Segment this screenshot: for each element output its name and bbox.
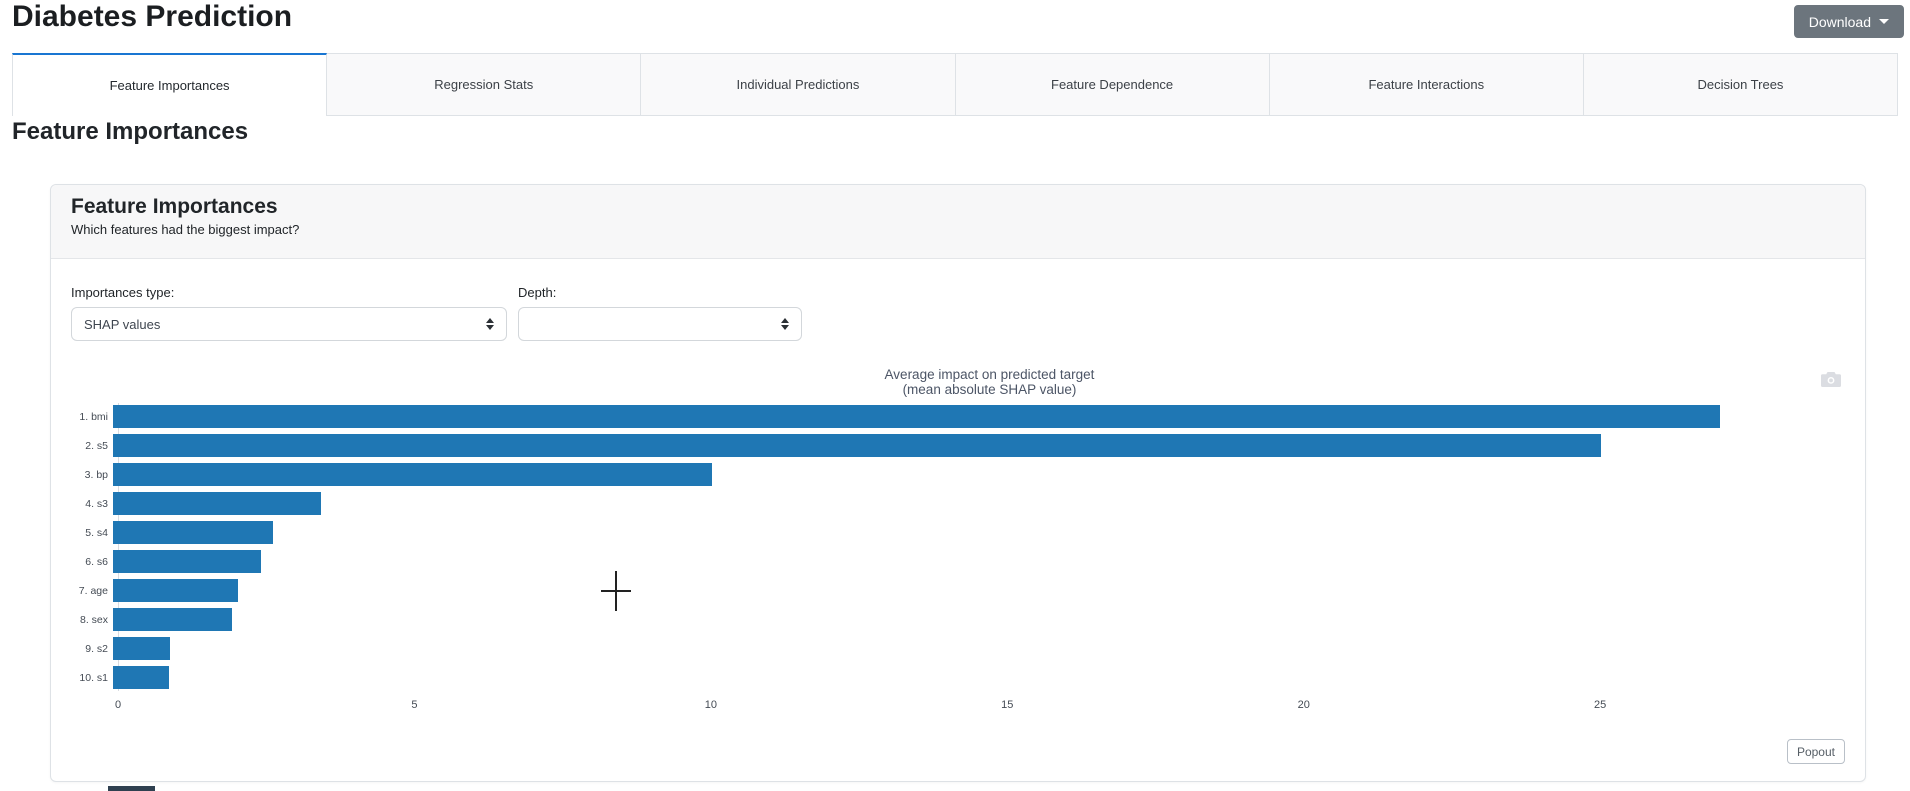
x-axis-tick-label: 25 xyxy=(1594,699,1607,711)
bar[interactable] xyxy=(113,608,232,631)
bar-track xyxy=(113,405,1856,428)
bar-track xyxy=(113,550,1856,573)
y-axis-label: 3. bp xyxy=(84,468,108,481)
x-axis-tick-label: 15 xyxy=(1001,699,1014,711)
importances-type-value: SHAP values xyxy=(84,316,161,332)
chart-title-line2: (mean absolute SHAP value) xyxy=(902,382,1077,397)
bar-track xyxy=(113,637,1856,660)
feature-importances-card: Feature Importances Which features had t… xyxy=(50,184,1866,782)
camera-icon[interactable] xyxy=(1821,372,1841,392)
y-axis-label: 7. age xyxy=(78,584,108,597)
up-down-arrows-icon xyxy=(781,318,789,330)
y-axis-zeroline xyxy=(118,403,119,691)
y-axis-label: 6. s6 xyxy=(85,555,108,568)
bar-track xyxy=(113,492,1856,515)
bar-row: 2. s5 xyxy=(51,434,1865,457)
bar[interactable] xyxy=(113,666,170,689)
bar-row: 5. s4 xyxy=(51,521,1865,544)
bar-track xyxy=(113,608,1856,631)
bar[interactable] xyxy=(113,637,170,660)
tab-decision-trees[interactable]: Decision Trees xyxy=(1583,53,1899,116)
download-button[interactable]: Download xyxy=(1793,5,1904,38)
bar[interactable] xyxy=(113,463,712,486)
partially-visible-element xyxy=(108,786,155,791)
bar-row: 10. s1 xyxy=(51,666,1865,689)
y-axis-label: 4. s3 xyxy=(85,497,108,510)
up-down-arrows-icon xyxy=(486,318,494,330)
bar[interactable] xyxy=(113,434,1602,457)
chart-title: Average impact on predicted target (mean… xyxy=(118,367,1861,397)
tab-feature-dependence[interactable]: Feature Dependence xyxy=(955,53,1270,116)
bar[interactable] xyxy=(113,550,262,573)
download-button-label: Download xyxy=(1808,13,1871,30)
tab-individual-predictions[interactable]: Individual Predictions xyxy=(641,53,956,116)
x-axis-tick-label: 20 xyxy=(1297,699,1310,711)
caret-down-icon xyxy=(1879,19,1889,24)
bar-row: 3. bp xyxy=(51,463,1865,486)
shap-importance-chart: Average impact on predicted target (mean… xyxy=(51,355,1865,725)
page-title: Diabetes Prediction xyxy=(12,0,293,33)
y-axis-label: 1. bmi xyxy=(79,410,108,423)
tab-regression-stats[interactable]: Regression Stats xyxy=(327,53,642,116)
x-axis-tick-label: 0 xyxy=(114,699,122,711)
importances-type-select[interactable]: SHAP values xyxy=(71,307,507,341)
y-axis-label: 8. sex xyxy=(79,613,108,626)
bar-row: 1. bmi xyxy=(51,405,1865,428)
bar[interactable] xyxy=(113,492,321,515)
bar-track xyxy=(113,434,1856,457)
bar[interactable] xyxy=(113,579,238,602)
depth-label: Depth: xyxy=(518,285,557,300)
chart-title-line1: Average impact on predicted target xyxy=(884,367,1095,382)
bar-row: 9. s2 xyxy=(51,637,1865,660)
y-axis-label: 10. s1 xyxy=(79,671,108,684)
y-axis-label: 9. s2 xyxy=(85,642,108,655)
bar[interactable] xyxy=(113,405,1720,428)
tab-feature-interactions[interactable]: Feature Interactions xyxy=(1269,53,1584,116)
x-axis-ticks: 0 5 10 15 20 25 xyxy=(114,699,1861,715)
bar-track xyxy=(113,521,1856,544)
section-heading: Feature Importances xyxy=(12,118,249,145)
chart-bars: 1. bmi 2. s5 3. bp 4. s3 5. s4 6. s6 7. age 8. … xyxy=(51,405,1865,695)
bar-row: 4. s3 xyxy=(51,492,1865,515)
tab-bar: Feature Importances Regression Stats Ind… xyxy=(12,53,1899,116)
y-axis-label: 5. s4 xyxy=(85,526,108,539)
bar-track xyxy=(113,463,1856,486)
bar-track xyxy=(113,666,1856,689)
y-axis-label: 2. s5 xyxy=(85,439,108,452)
x-axis-tick-label: 10 xyxy=(704,699,717,711)
bar[interactable] xyxy=(113,521,274,544)
importances-type-label: Importances type: xyxy=(71,285,175,300)
card-header: Feature Importances Which features had t… xyxy=(51,185,1865,259)
bar-row: 8. sex xyxy=(51,608,1865,631)
popout-button[interactable]: Popout xyxy=(1786,739,1845,764)
bar-track xyxy=(113,579,1856,602)
tab-feature-importances[interactable]: Feature Importances xyxy=(12,53,328,116)
depth-select[interactable] xyxy=(518,307,802,341)
card-title: Feature Importances xyxy=(71,195,278,218)
card-subtitle: Which features had the biggest impact? xyxy=(71,222,300,237)
bar-row: 6. s6 xyxy=(51,550,1865,573)
x-axis-tick-label: 5 xyxy=(411,699,418,711)
bar-row: 7. age xyxy=(51,579,1865,602)
